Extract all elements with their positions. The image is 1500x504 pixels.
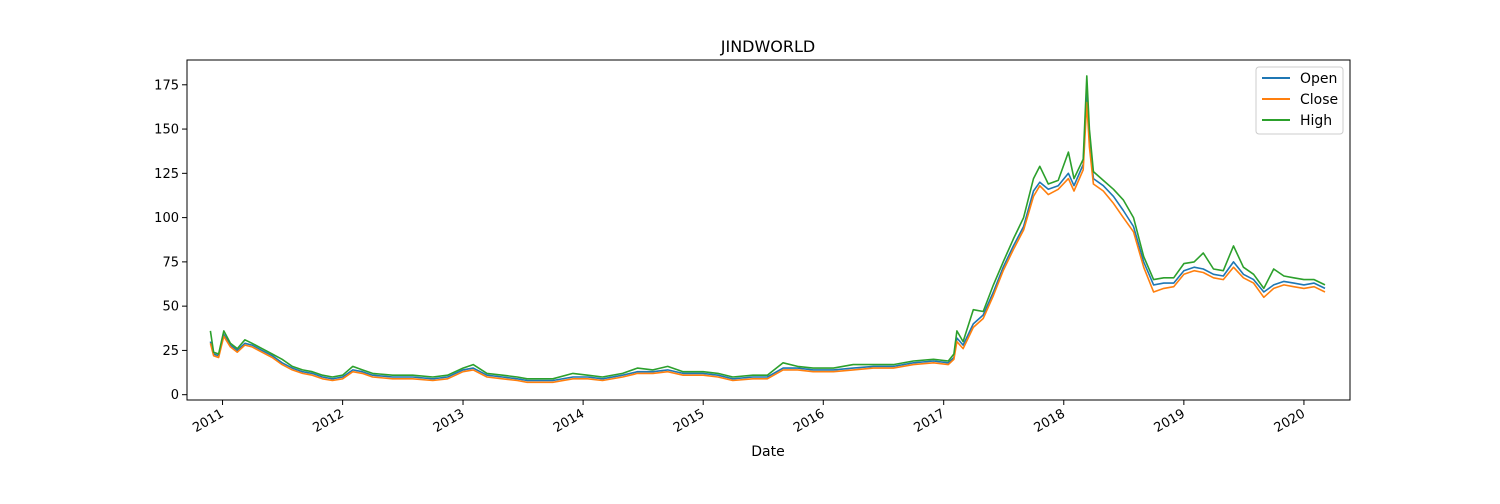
x-tick-label: 2014 (551, 406, 587, 436)
chart-title: JINDWORLD (720, 37, 816, 56)
plot-frame (186, 59, 1351, 401)
y-tick-label: 150 (154, 123, 179, 138)
x-tick-label: 2020 (1272, 406, 1308, 436)
x-tick-label: 2016 (791, 406, 827, 436)
x-tick-label: 2013 (431, 406, 467, 436)
legend-label-close: Close (1300, 92, 1338, 108)
x-tick-label: 2015 (671, 406, 707, 436)
series-line-open (209, 89, 1326, 382)
series-line-close (209, 101, 1326, 384)
x-tick-label: 2019 (1152, 406, 1188, 436)
x-tick-label: 2012 (310, 406, 346, 436)
x-tick-label: 2011 (190, 406, 226, 436)
y-tick-label: 0 (171, 388, 179, 403)
legend-label-high: High (1300, 113, 1332, 129)
y-tick-label: 125 (154, 167, 179, 182)
legend-box (1255, 66, 1344, 135)
y-tick-label: 50 (162, 300, 179, 315)
y-tick-label: 100 (154, 211, 179, 226)
x-tick-label: 2017 (912, 406, 948, 436)
x-tick-label: 2018 (1032, 406, 1068, 436)
series-line-high (209, 75, 1326, 380)
legend-label-open: Open (1300, 71, 1337, 87)
series-lines (209, 75, 1326, 384)
y-tick-label: 25 (162, 344, 179, 359)
y-tick-label: 175 (154, 78, 179, 93)
legend: Open Close High (1255, 66, 1344, 135)
x-axis-label: Date (751, 444, 784, 460)
y-tick-label: 75 (162, 255, 179, 270)
